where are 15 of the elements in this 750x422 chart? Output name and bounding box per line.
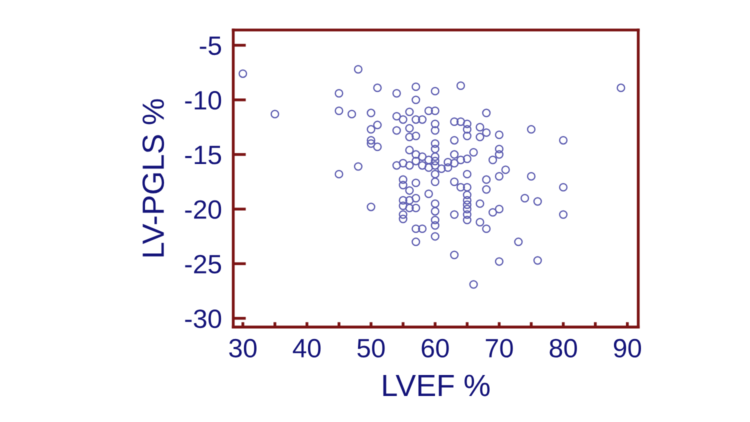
x-axis-title: LVEF % [383, 374, 490, 396]
y-axis-title: LV-PGLS % [142, 99, 164, 256]
y-tick-label: -5 [200, 36, 222, 56]
x-tick-label: 40 [292, 338, 321, 358]
x-tick-label: 80 [550, 338, 577, 358]
x-tick-label: 30 [229, 338, 257, 358]
y-tick-label: -25 [185, 254, 222, 274]
y-tick-label: -20 [185, 200, 222, 219]
y-tick-label: -10 [185, 91, 222, 110]
x-tick-label: 70 [486, 338, 513, 358]
y-tick-label: -15 [185, 146, 222, 164]
y-tick-label: -30 [185, 309, 222, 328]
x-tick-label: 90 [614, 338, 641, 358]
x-tick-label: 60 [422, 338, 449, 358]
x-tick-label: 50 [357, 338, 385, 358]
